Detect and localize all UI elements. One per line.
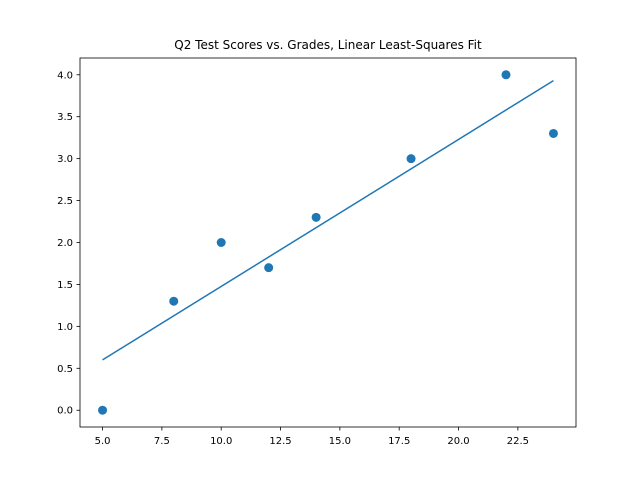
fit-line bbox=[102, 80, 554, 361]
x-tick-label: 12.5 bbox=[269, 436, 291, 447]
data-point bbox=[169, 296, 179, 306]
data-marks bbox=[98, 70, 558, 415]
y-tick-label: 0.0 bbox=[57, 406, 73, 417]
x-tick-label: 5.0 bbox=[95, 436, 111, 447]
x-tick-label: 17.5 bbox=[388, 436, 410, 447]
data-point bbox=[98, 405, 108, 415]
x-tick-label: 20.0 bbox=[447, 436, 469, 447]
data-point bbox=[216, 238, 226, 247]
x-axis: 5.0 7.5 10.0 12.5 15.0 17.5 20.0 22.5 bbox=[95, 427, 529, 447]
x-tick-label: 22.5 bbox=[507, 436, 529, 447]
y-tick-label: 3.5 bbox=[57, 112, 73, 123]
y-tick-label: 1.5 bbox=[57, 280, 73, 291]
y-tick-label: 4.0 bbox=[57, 70, 73, 81]
y-tick-label: 0.5 bbox=[57, 364, 73, 375]
chart-title: Q2 Test Scores vs. Grades, Linear Least-… bbox=[174, 38, 482, 52]
y-axis: 0.0 0.5 1.0 1.5 2.0 2.5 3.0 3.5 4.0 bbox=[57, 70, 80, 417]
data-point bbox=[548, 128, 558, 138]
data-point bbox=[501, 70, 511, 80]
y-tick-label: 2.5 bbox=[57, 196, 73, 207]
x-tick-label: 10.0 bbox=[210, 436, 232, 447]
data-point bbox=[406, 154, 416, 164]
y-tick-label: 3.0 bbox=[57, 154, 73, 165]
x-tick-label: 7.5 bbox=[154, 436, 170, 447]
x-tick-label: 15.0 bbox=[329, 436, 351, 447]
data-point bbox=[264, 263, 274, 273]
y-tick-label: 1.0 bbox=[57, 322, 73, 333]
data-point bbox=[311, 212, 321, 222]
y-tick-label: 2.0 bbox=[57, 238, 73, 249]
